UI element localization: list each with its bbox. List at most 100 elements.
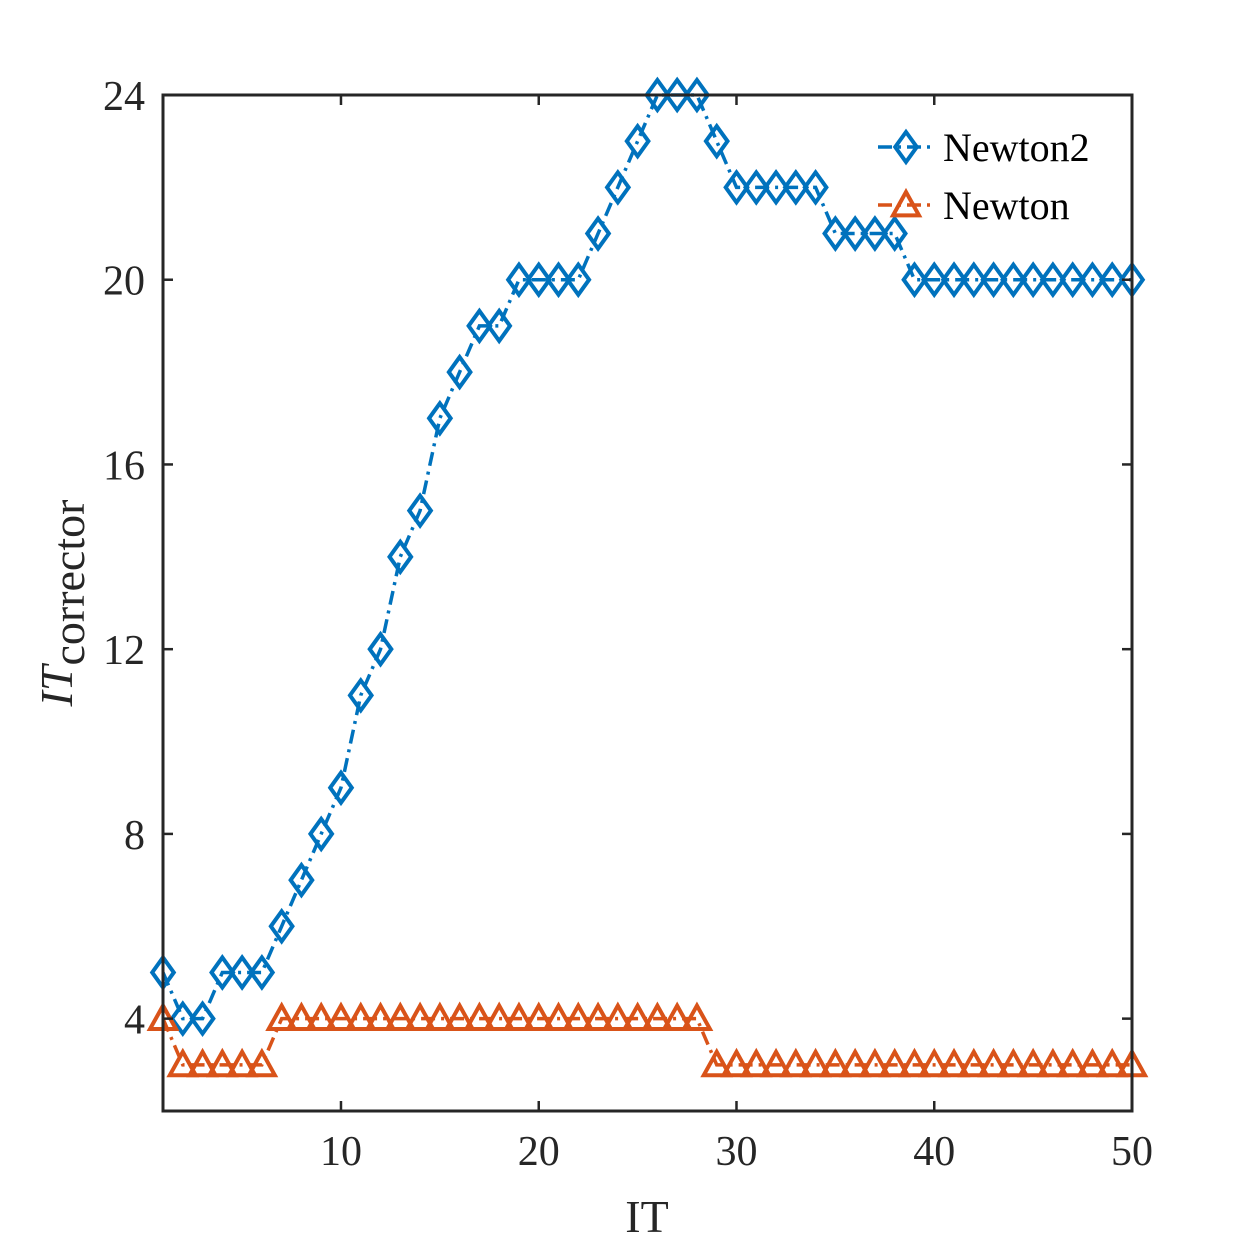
y-axis-label-main: IT (31, 662, 82, 707)
y-axis-label: ITcorrector (31, 500, 94, 708)
data-point-triangle (324, 1001, 358, 1032)
legend: Newton2 Newton (878, 125, 1090, 228)
data-point-diamond (347, 676, 375, 714)
data-point-triangle (166, 1047, 200, 1078)
y-axis-label-subscript: corrector (43, 500, 94, 666)
data-point-diamond (565, 261, 592, 299)
data-point-diamond (228, 954, 256, 991)
data-point-triangle (759, 1047, 793, 1078)
data-point-triangle (403, 1001, 437, 1032)
data-point-diamond (822, 215, 849, 252)
data-point-triangle (205, 1047, 239, 1078)
data-point-triangle (561, 1001, 595, 1032)
data-point-triangle (186, 1047, 219, 1078)
data-point-diamond (584, 215, 612, 252)
x-tick-label: 20 (518, 1129, 560, 1175)
data-point-triangle (621, 1001, 655, 1032)
y-tick-label: 20 (103, 259, 145, 305)
data-point-diamond (446, 353, 473, 391)
series-line (161, 93, 1132, 1021)
data-point-diamond (892, 128, 920, 166)
data-point-diamond (1079, 261, 1106, 299)
data-point-triangle (917, 1047, 951, 1078)
data-point-diamond (406, 492, 434, 530)
data-point-triangle (383, 1001, 417, 1032)
data-point-diamond (1039, 261, 1067, 299)
data-point-diamond (367, 630, 394, 668)
data-point-diamond (743, 168, 770, 206)
legend-label: Newton2 (943, 125, 1090, 170)
data-point-diamond (624, 122, 651, 160)
data-point-diamond (387, 538, 414, 576)
y-tick-label: 12 (103, 628, 145, 674)
x-tick-label: 30 (715, 1129, 757, 1175)
data-point-triangle (739, 1047, 773, 1078)
x-tick-label: 50 (1111, 1129, 1153, 1175)
data-point-triangle (581, 1001, 615, 1032)
axes-box (161, 93, 1134, 1113)
data-point-triangle (304, 1001, 338, 1032)
data-point-diamond (545, 261, 572, 299)
data-point-triangle (463, 1001, 496, 1032)
data-point-triangle (838, 1047, 872, 1078)
data-point-triangle (344, 1001, 378, 1032)
data-point-diamond (268, 907, 295, 945)
data-point-diamond (1000, 261, 1027, 299)
data-point-triangle (818, 1047, 852, 1078)
data-point-triangle (779, 1047, 813, 1078)
data-point-diamond (920, 261, 948, 299)
data-point-diamond (1098, 261, 1126, 299)
legend-item: Newton (878, 183, 1070, 228)
data-point-diamond (841, 215, 869, 252)
data-point-triangle (601, 1001, 635, 1032)
data-point-diamond (248, 954, 276, 991)
data-point-triangle (957, 1047, 991, 1078)
data-point-diamond (861, 215, 889, 252)
data-point-diamond (703, 122, 730, 160)
data-point-diamond (881, 215, 908, 252)
data-point-diamond (189, 1000, 216, 1038)
data-point-diamond (901, 261, 928, 299)
data-point-triangle (1095, 1047, 1129, 1078)
data-point-triangle (878, 1047, 912, 1078)
legend-label: Newton (943, 183, 1070, 228)
data-point-triangle (502, 1001, 536, 1032)
y-tick-label: 24 (103, 74, 145, 120)
data-point-triangle (265, 1001, 299, 1032)
data-point-triangle (423, 1001, 457, 1032)
data-point-triangle (889, 187, 923, 218)
data-point-triangle (640, 1001, 674, 1032)
data-point-diamond (1059, 261, 1086, 299)
data-point-triangle (1036, 1047, 1070, 1078)
x-tick-label: 10 (320, 1129, 362, 1175)
series-newton (146, 1001, 1149, 1078)
tick-labels: 10 20 30 40 50 4 8 12 16 20 24 (103, 74, 1153, 1175)
data-point-triangle (522, 1001, 556, 1032)
data-point-diamond (604, 168, 632, 206)
data-point-diamond (663, 76, 691, 114)
data-point-diamond (723, 168, 750, 206)
x-axis-label: IT (625, 1191, 668, 1242)
x-tick-label: 40 (913, 1129, 955, 1175)
data-point-diamond (505, 261, 533, 299)
data-point-triangle (720, 1047, 753, 1078)
data-point-diamond (288, 861, 315, 899)
data-point-triangle (858, 1047, 892, 1078)
data-point-diamond (426, 399, 454, 437)
data-point-diamond (782, 168, 810, 206)
data-point-triangle (977, 1047, 1010, 1078)
y-tick-label: 4 (124, 998, 145, 1044)
data-point-diamond (980, 261, 1007, 299)
data-point-diamond (209, 954, 236, 991)
data-point-triangle (680, 1001, 714, 1032)
data-point-diamond (940, 261, 968, 299)
data-point-diamond (525, 261, 552, 299)
data-point-triangle (245, 1047, 279, 1078)
data-point-triangle (799, 1047, 832, 1078)
data-point-triangle (660, 1001, 694, 1032)
data-point-diamond (307, 815, 335, 853)
data-point-triangle (937, 1047, 971, 1078)
data-point-diamond (960, 261, 988, 299)
data-point-triangle (285, 1001, 318, 1032)
data-point-triangle (996, 1047, 1030, 1078)
